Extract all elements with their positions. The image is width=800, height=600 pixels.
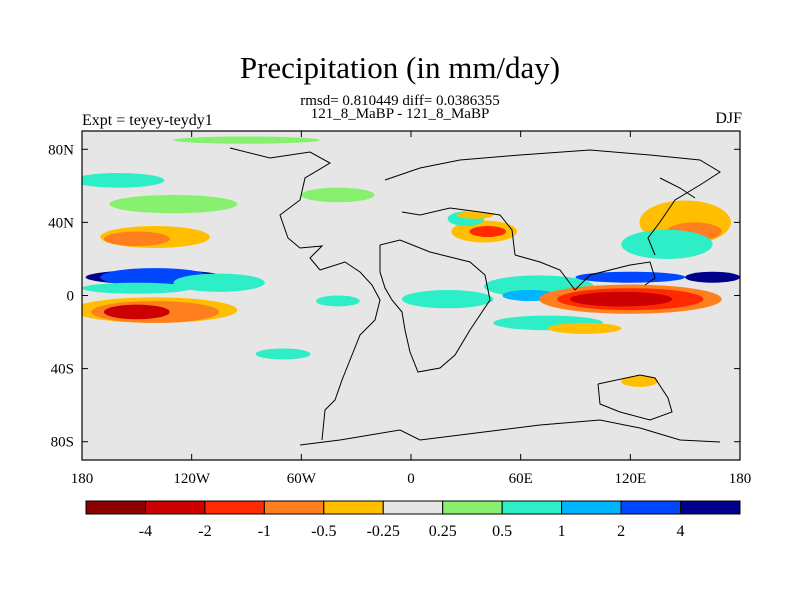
coastlines: [229, 147, 721, 446]
anomaly-region-2: [173, 273, 265, 292]
anomaly-region-13: [469, 226, 507, 238]
colorbar-box-10: [680, 500, 741, 515]
x-tick-label-3: 0: [407, 471, 415, 487]
experiment-label: Expt = teyey-teydy1: [82, 112, 213, 129]
colorbar-label-9: 4: [677, 523, 685, 540]
anomaly-region-23: [685, 271, 740, 283]
colorbar-box-1: [144, 500, 206, 515]
y-tick-label-0: 80N: [48, 142, 74, 158]
colorbar-label-4: -0.25: [367, 523, 400, 540]
x-tick-label-4: 60E: [509, 471, 533, 487]
comparison-label: 121_8_MaBP - 121_8_MaBP: [310, 106, 490, 122]
colorbar-label-1: -2: [198, 523, 211, 540]
colorbar-box-3: [263, 500, 325, 515]
x-tick-label-5: 120E: [614, 471, 646, 487]
anomaly-region-28: [548, 322, 622, 334]
anomaly-region-30: [255, 348, 311, 360]
y-tick-label-2: 0: [67, 289, 75, 305]
anomaly-region-5: [103, 231, 170, 247]
anomaly-region-10: [82, 173, 165, 188]
colorbar-box-4: [323, 500, 384, 515]
anomaly-region-31: [456, 211, 494, 219]
colorbar-box-6: [442, 500, 503, 515]
anomaly-region-22: [575, 271, 686, 283]
x-tick-label-1: 120W: [173, 471, 211, 487]
colorbar-box-8: [561, 500, 622, 515]
chart-title: Precipitation (in mm/day): [239, 50, 561, 85]
anomaly-field: [82, 136, 740, 387]
colorbar-label-5: 0.25: [429, 523, 457, 540]
anomaly-region-8: [103, 304, 170, 320]
colorbar-label-3: -0.5: [311, 523, 336, 540]
anomaly-region-29: [621, 375, 658, 387]
y-tick-label-3: 40S: [51, 362, 74, 378]
x-tick-label-0: 180: [71, 471, 94, 487]
colorbar-box-9: [620, 500, 682, 515]
colorbar-label-8: 2: [617, 523, 625, 540]
colorbar-label-0: -4: [139, 523, 152, 540]
anomaly-region-11: [173, 136, 320, 144]
colorbar: -4 -2 -1 -0.5 -0.25 0.25 0.5 1 2 4: [85, 500, 741, 540]
colorbar-box-0: [85, 500, 146, 515]
anomaly-region-32: [301, 187, 375, 203]
stats-line: rmsd= 0.810449 diff= 0.0386355: [300, 93, 500, 109]
y-axis: 80N 40N 0 40S 80S: [48, 142, 740, 451]
season-label: DJF: [715, 110, 742, 127]
colorbar-label-7: 1: [558, 523, 566, 540]
anomaly-region-26: [621, 229, 713, 259]
x-tick-label-6: 180: [729, 471, 752, 487]
anomaly-region-17: [401, 290, 494, 309]
colorbar-label-6: 0.5: [492, 523, 512, 540]
x-tick-label-2: 60W: [287, 471, 317, 487]
anomaly-region-3: [82, 282, 192, 294]
colorbar-label-2: -1: [258, 523, 271, 540]
y-tick-label-4: 80S: [51, 435, 74, 451]
colorbar-box-5: [382, 500, 444, 515]
anomaly-region-18: [315, 295, 360, 307]
colorbar-box-2: [204, 500, 265, 515]
anomaly-region-9: [109, 194, 238, 214]
anomaly-region-21: [570, 291, 673, 307]
colorbar-box-7: [501, 500, 563, 515]
x-axis: 180 120W 60W 0 60E 120E 180: [71, 131, 752, 487]
y-tick-label-1: 40N: [48, 215, 74, 231]
